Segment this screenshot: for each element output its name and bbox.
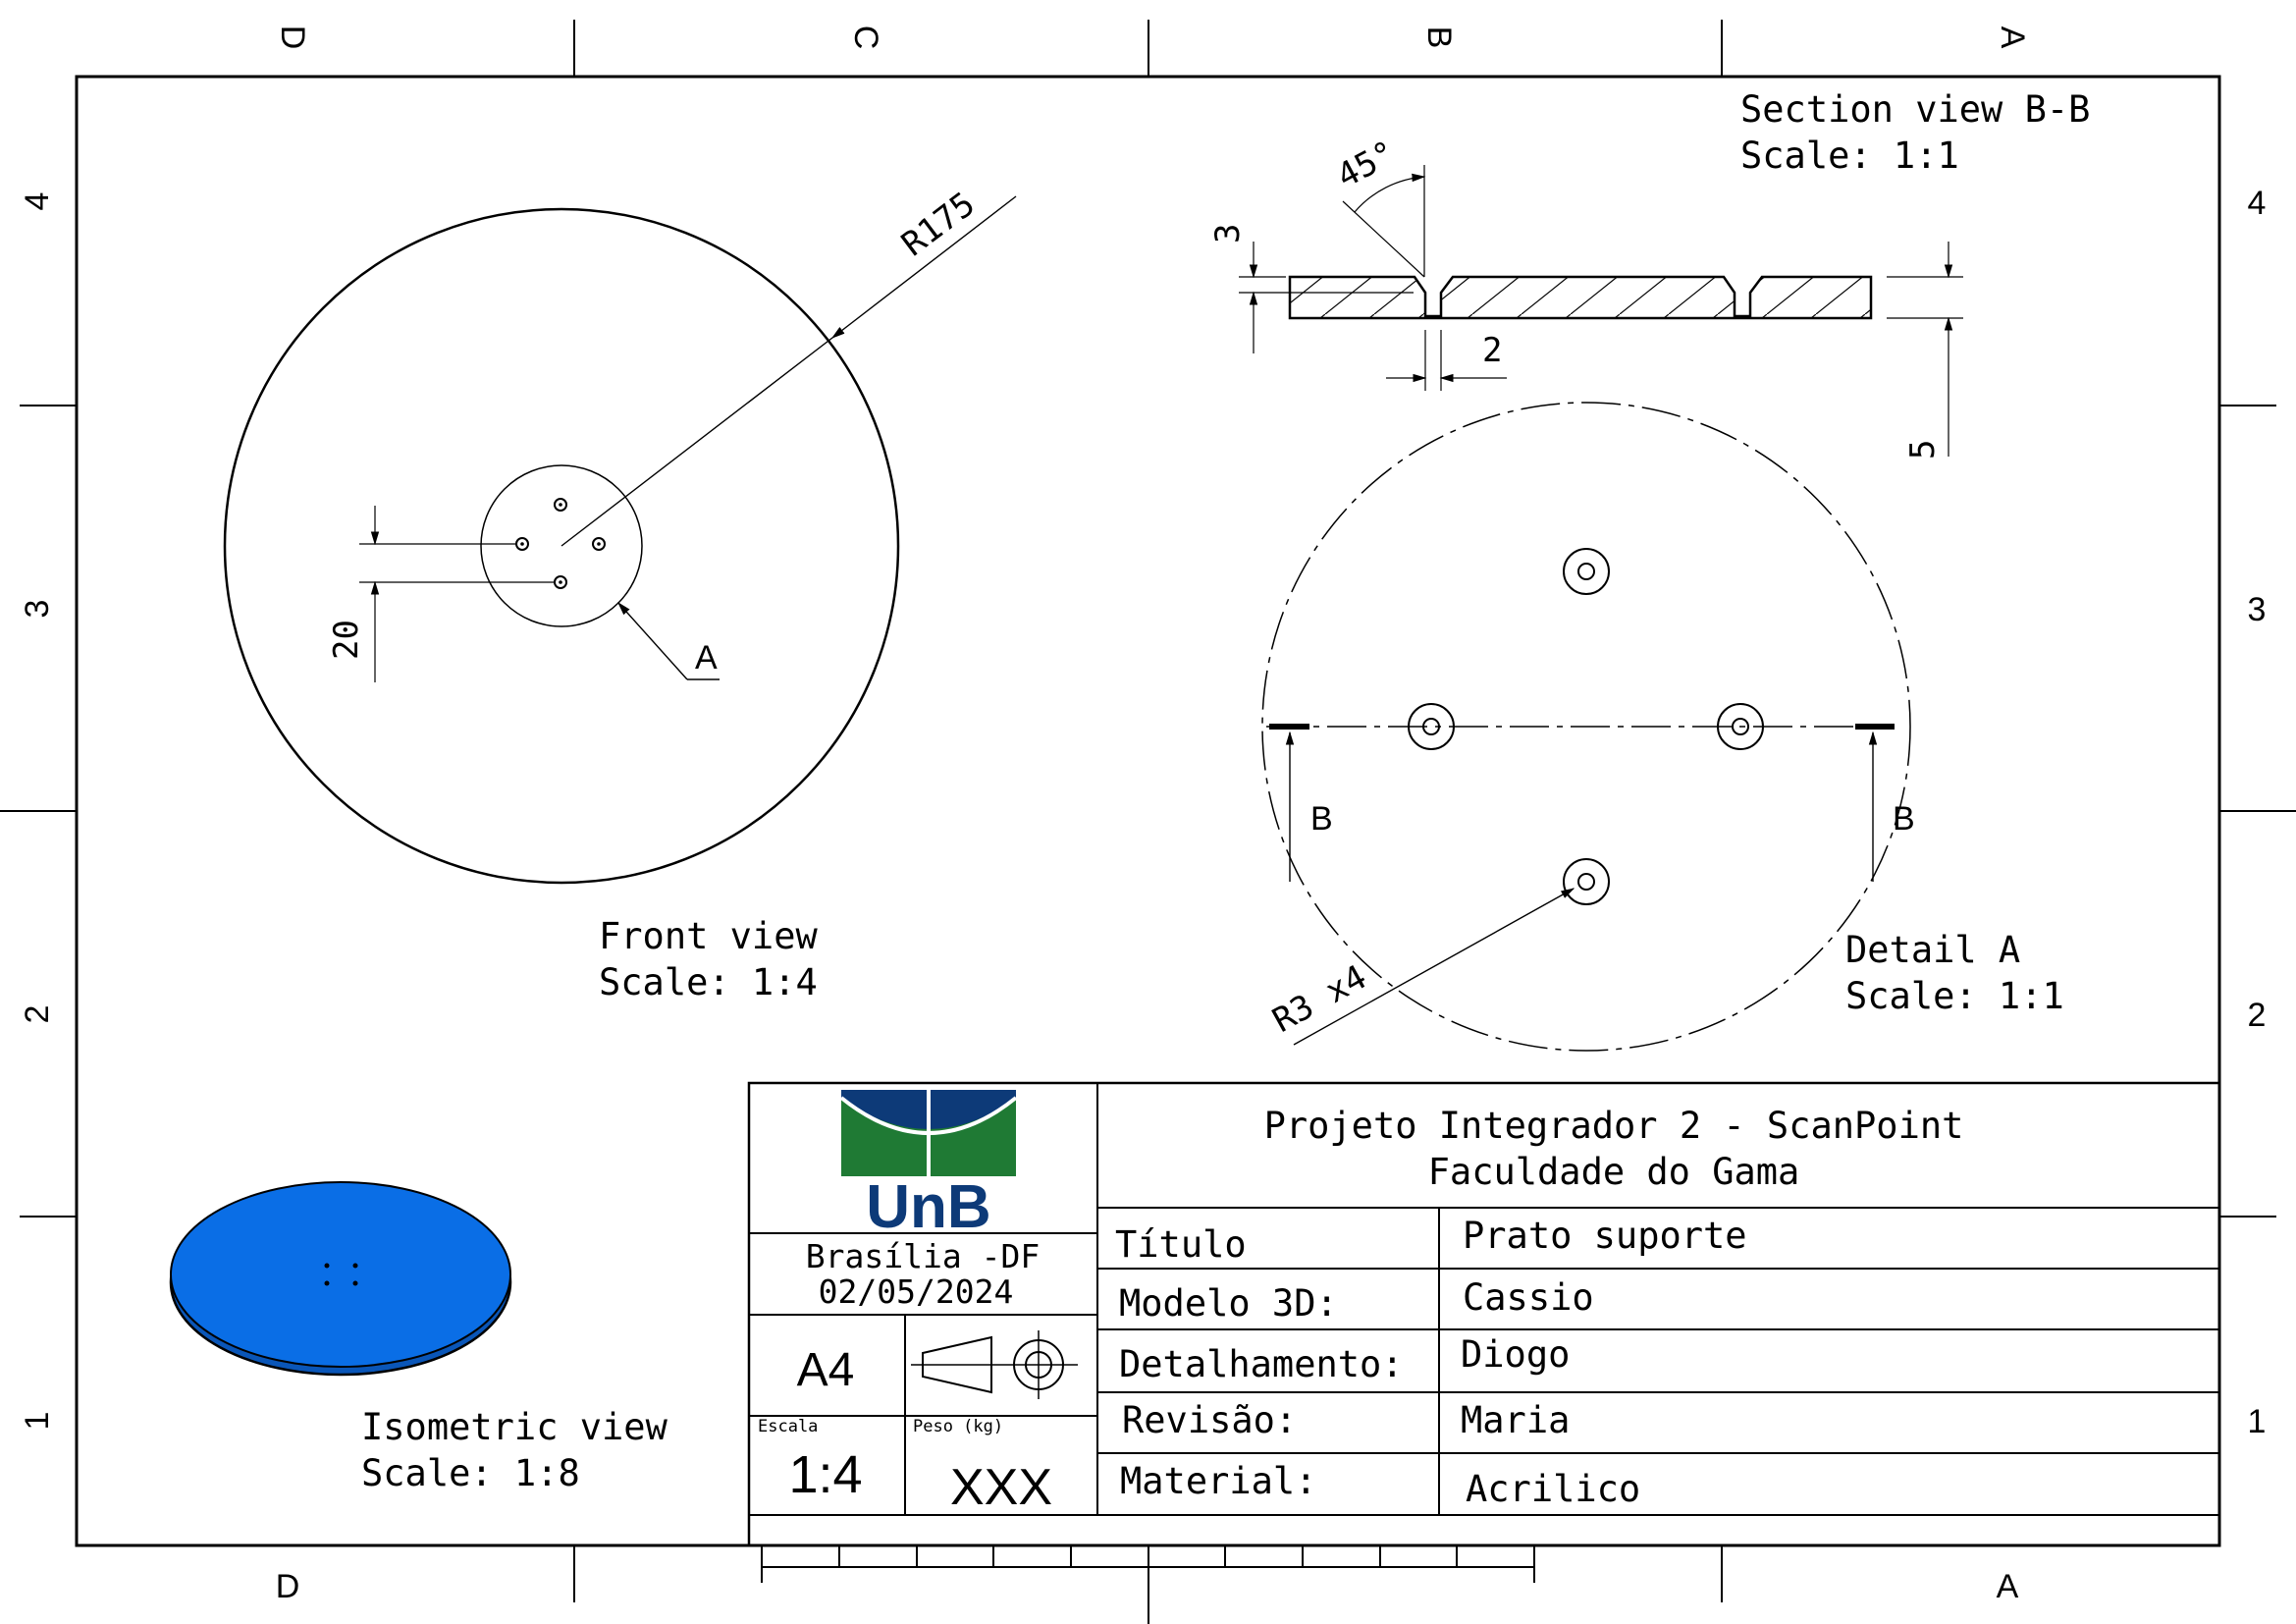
unb-logo: UnB [839,1090,1018,1241]
sheet-size: A4 [797,1344,855,1396]
plate-outline [223,207,900,885]
section-marker-right: B [1893,800,1915,838]
zone-letter-b: B [1420,27,1458,49]
title-block-rows: Título Prato suporte Modelo 3D: Cassio D… [1115,1215,1747,1510]
projection-symbol-icon [911,1330,1078,1399]
zone-numbers-right: 4 3 2 1 [2248,185,2267,1440]
zone-number-4-left: 4 [19,192,56,211]
spacing-dimension: 20 [327,620,366,660]
zone-letter-a-bottom: A [1997,1568,2019,1605]
front-view-holes [515,498,606,589]
detail-a-callout: A [695,639,718,677]
detailing-row-label: Detalhamento: [1119,1343,1404,1385]
weight-field-value: XXX [950,1459,1052,1516]
detail-a-boundary [480,464,643,627]
zone-number-1-left: 1 [19,1412,56,1431]
detail-view-scale: Scale: 1:1 [1845,975,2064,1017]
radius-leader-inner [561,337,833,547]
zone-letter-d: D [274,26,311,50]
revision-row-value: Maria [1461,1399,1570,1441]
city-label: Brasília -DF [806,1237,1040,1275]
weight-field-label: Peso (kg) [913,1417,1003,1436]
hole-radius-dimension: R3 x4 [1266,957,1373,1041]
section-body [1288,275,1873,320]
scale-field-value: 1:4 [788,1445,862,1504]
section-view-scale: Scale: 1:1 [1740,135,1959,177]
unb-logo-text: UnB [866,1173,990,1241]
material-row-value: Acrilico [1466,1468,1640,1510]
title-row-value: Prato suporte [1463,1215,1747,1257]
zone-number-1-right: 1 [2248,1403,2267,1440]
zone-number-3-left: 3 [19,600,56,619]
model-row-value: Cassio [1463,1276,1594,1319]
revision-row-label: Revisão: [1122,1399,1297,1441]
zone-letters-top: D C B A [274,26,2031,50]
isometric-view-scale: Scale: 1:8 [361,1452,580,1494]
zone-number-2-left: 2 [19,1005,56,1024]
isometric-view: Isometric view Scale: 1:8 [169,1181,668,1494]
detail-boundary [1261,402,1911,1052]
front-view: R175 20 A Front view Scale: 1:4 [223,185,1017,1003]
zone-number-3-right: 3 [2248,591,2267,628]
section-marker-left: B [1310,800,1333,838]
isometric-plate [170,1181,511,1368]
project-subtitle: Faculdade do Gama [1428,1151,1800,1193]
zone-numbers-left: 4 3 2 1 [19,192,56,1431]
radius-leader [830,195,1017,339]
zone-letter-c: C [847,26,884,50]
detail-holes [1408,548,1764,905]
zone-letter-d-bottom: D [276,1568,300,1605]
hole-dimension: 2 [1482,331,1502,370]
depth-dimension: 3 [1208,224,1248,244]
isometric-view-caption: Isometric view [361,1406,668,1448]
angle-dimension: 45° [1330,134,1402,196]
material-row-label: Material: [1120,1460,1316,1502]
thickness-dimension: 5 [1903,440,1943,460]
zone-number-2-right: 2 [2248,997,2267,1034]
title-row-label: Título [1115,1223,1247,1266]
section-view: Section view B-B Scale: 1:1 45° 3 2 5 [1208,88,2090,460]
model-row-label: Modelo 3D: [1119,1282,1338,1325]
zone-letter-a: A [1994,27,2031,49]
date-label: 02/05/2024 [819,1272,1014,1311]
radius-label: R175 [894,185,982,264]
title-block: UnB Brasília -DF 02/05/2024 A4 Escala 1:… [747,1081,2221,1583]
project-title: Projeto Integrador 2 - ScanPoint [1264,1105,1964,1147]
section-view-caption: Section view B-B [1740,88,2090,131]
front-view-scale: Scale: 1:4 [599,961,818,1003]
front-view-caption: Front view [599,915,818,957]
zone-letters-bottom: D A [276,1568,2019,1605]
detail-view-caption: Detail A [1845,929,2020,971]
detailing-row-value: Diogo [1461,1333,1570,1376]
scale-field-label: Escala [758,1417,818,1436]
zone-number-4-right: 4 [2248,185,2267,222]
scale-ruler [761,1544,1535,1583]
detail-view: B B R3 x4 Detail A Scale: 1:1 [1261,402,2064,1052]
